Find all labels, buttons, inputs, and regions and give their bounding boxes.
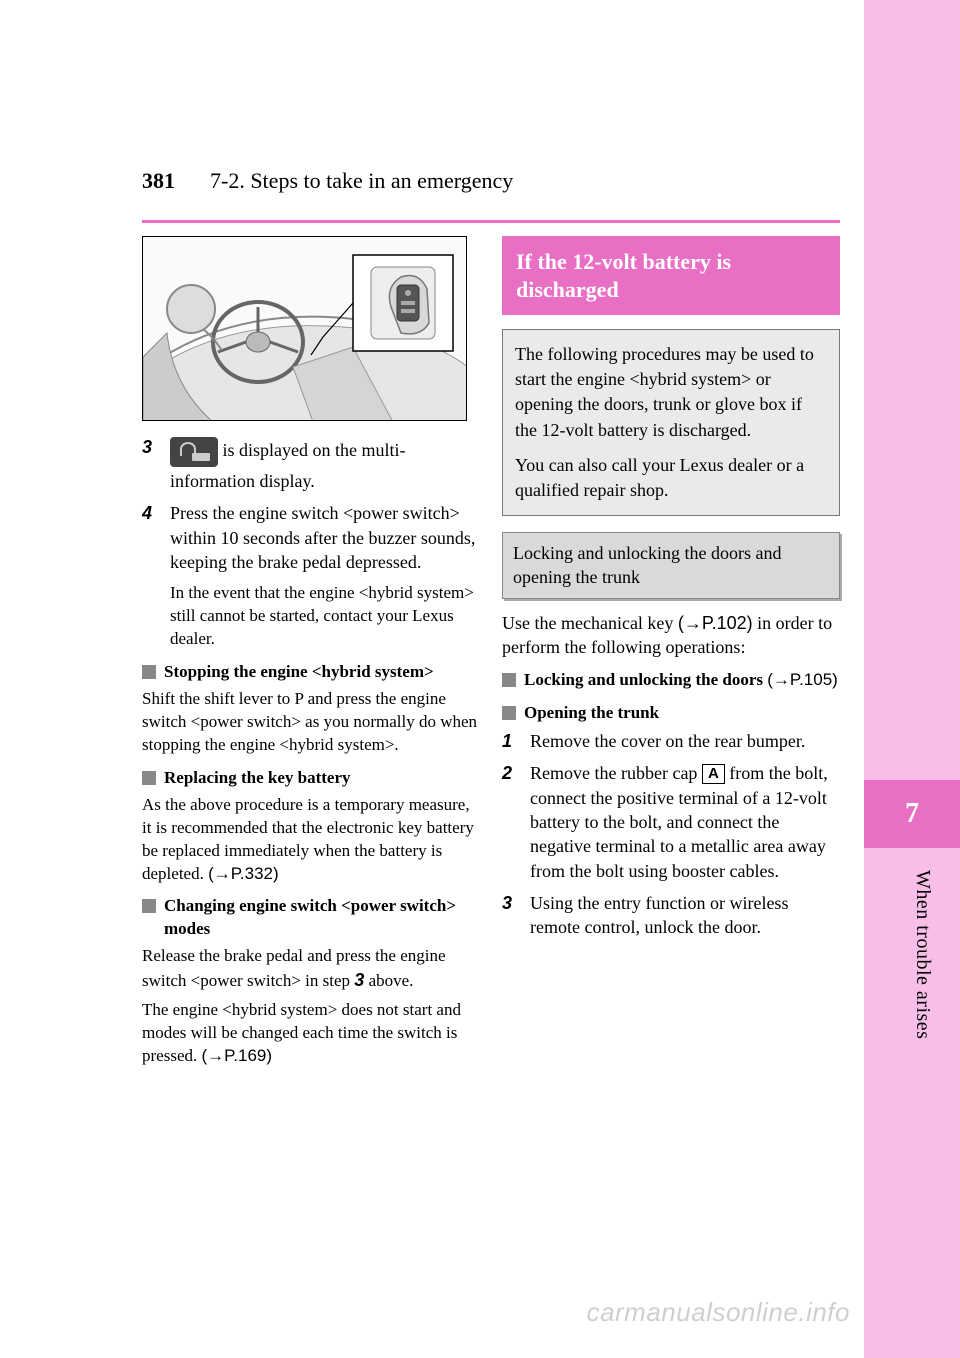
- bullet-title: Locking and unlocking the doors (→P.105): [524, 669, 840, 692]
- step-body: is displayed on the multi-information di…: [170, 435, 480, 493]
- content-columns: 3 is displayed on the multi-information …: [142, 236, 840, 1074]
- trunk-step-3: 3 Using the entry function or wireless r…: [502, 891, 840, 940]
- chapter-tab: 7: [864, 780, 960, 848]
- chapter-number: 7: [905, 798, 919, 830]
- step-body: Using the entry function or wireless rem…: [530, 891, 840, 940]
- bullet-replace-battery: Replacing the key battery: [142, 767, 480, 790]
- intro-text: You can also call your Lexus dealer or a…: [515, 453, 827, 503]
- text: above.: [364, 971, 413, 990]
- bullet-title: Stopping the engine <hybrid system>: [164, 661, 480, 684]
- text: As the above procedure is a temporary me…: [142, 795, 474, 883]
- step-number: 2: [502, 761, 520, 882]
- right-column: If the 12-volt battery is discharged The…: [502, 236, 840, 1074]
- illustration-key-touch: [142, 236, 467, 421]
- step-number: 1: [502, 729, 520, 753]
- step-body: Press the engine switch <power switch> w…: [170, 501, 480, 574]
- section-heading-box: If the 12-volt battery is discharged: [502, 236, 840, 315]
- bullet-body-text: As the above procedure is a temporary me…: [142, 794, 480, 886]
- subsection-heading-box: Locking and unlocking the doors and open…: [502, 532, 840, 599]
- step-4-note: In the event that the engine <hybrid sys…: [170, 582, 480, 651]
- step-3: 3 is displayed on the multi-information …: [142, 435, 480, 493]
- intro-box: The following procedures may be used to …: [502, 329, 840, 516]
- header-rule: [142, 220, 840, 223]
- smart-key-icon: [170, 437, 218, 467]
- inline-step-ref: 3: [354, 970, 364, 990]
- bullet-body-text: Release the brake pedal and press the en…: [142, 945, 480, 993]
- page-ref: (→P.102): [678, 613, 753, 633]
- page-ref: (→P.105): [767, 670, 838, 689]
- page-ref: (→P.169): [201, 1046, 272, 1065]
- bullet-stopping: Stopping the engine <hybrid system>: [142, 661, 480, 684]
- step-number: 4: [142, 501, 160, 574]
- watermark-text: carmanualsonline.info: [587, 1297, 850, 1328]
- bullet-change-modes: Changing engine switch <power switch> mo…: [142, 895, 480, 941]
- square-bullet-icon: [142, 771, 156, 785]
- step-body: Remove the cover on the rear bumper.: [530, 729, 840, 753]
- trunk-step-2: 2 Remove the rubber cap A from the bolt,…: [502, 761, 840, 882]
- bullet-body-text: The engine <hybrid system> does not star…: [142, 999, 480, 1068]
- left-column: 3 is displayed on the multi-information …: [142, 236, 480, 1074]
- bullet-title: Replacing the key battery: [164, 767, 480, 790]
- illustration-svg: [143, 237, 467, 421]
- step-4: 4 Press the engine switch <power switch>…: [142, 501, 480, 574]
- bullet-body-text: Shift the shift lever to P and press the…: [142, 688, 480, 757]
- text: The engine <hybrid system> does not star…: [142, 1000, 461, 1065]
- bullet-title: Opening the trunk: [524, 702, 840, 725]
- bullet-title: Changing engine switch <power switch> mo…: [164, 895, 480, 941]
- step-body: Remove the rubber cap A from the bolt, c…: [530, 761, 840, 882]
- page-number: 381: [142, 168, 175, 194]
- text: Remove the rubber cap: [530, 763, 702, 783]
- callout-letter-a: A: [702, 764, 725, 784]
- intro-text: The following procedures may be used to …: [515, 342, 827, 443]
- paragraph: Use the mechanical key (→P.102) in order…: [502, 611, 840, 660]
- manual-page: 7 When trouble arises 381 7-2. Steps to …: [0, 0, 960, 1358]
- text: Use the mechanical key: [502, 613, 678, 633]
- step-number: 3: [142, 435, 160, 493]
- step-text: Press the engine switch <power switch> w…: [170, 503, 475, 572]
- square-bullet-icon: [142, 899, 156, 913]
- square-bullet-icon: [142, 665, 156, 679]
- square-bullet-icon: [502, 673, 516, 687]
- bullet-open-trunk: Opening the trunk: [502, 702, 840, 725]
- page-ref: (→P.332): [208, 864, 279, 883]
- bullet-lock-unlock: Locking and unlocking the doors (→P.105): [502, 669, 840, 692]
- square-bullet-icon: [502, 706, 516, 720]
- page-header: 7-2. Steps to take in an emergency: [210, 168, 513, 194]
- text: Locking and unlocking the doors: [524, 670, 763, 689]
- section-label-vertical: When trouble arises: [911, 870, 934, 1039]
- trunk-step-1: 1 Remove the cover on the rear bumper.: [502, 729, 840, 753]
- step-number: 3: [502, 891, 520, 940]
- sidebar-pink: [864, 0, 960, 1358]
